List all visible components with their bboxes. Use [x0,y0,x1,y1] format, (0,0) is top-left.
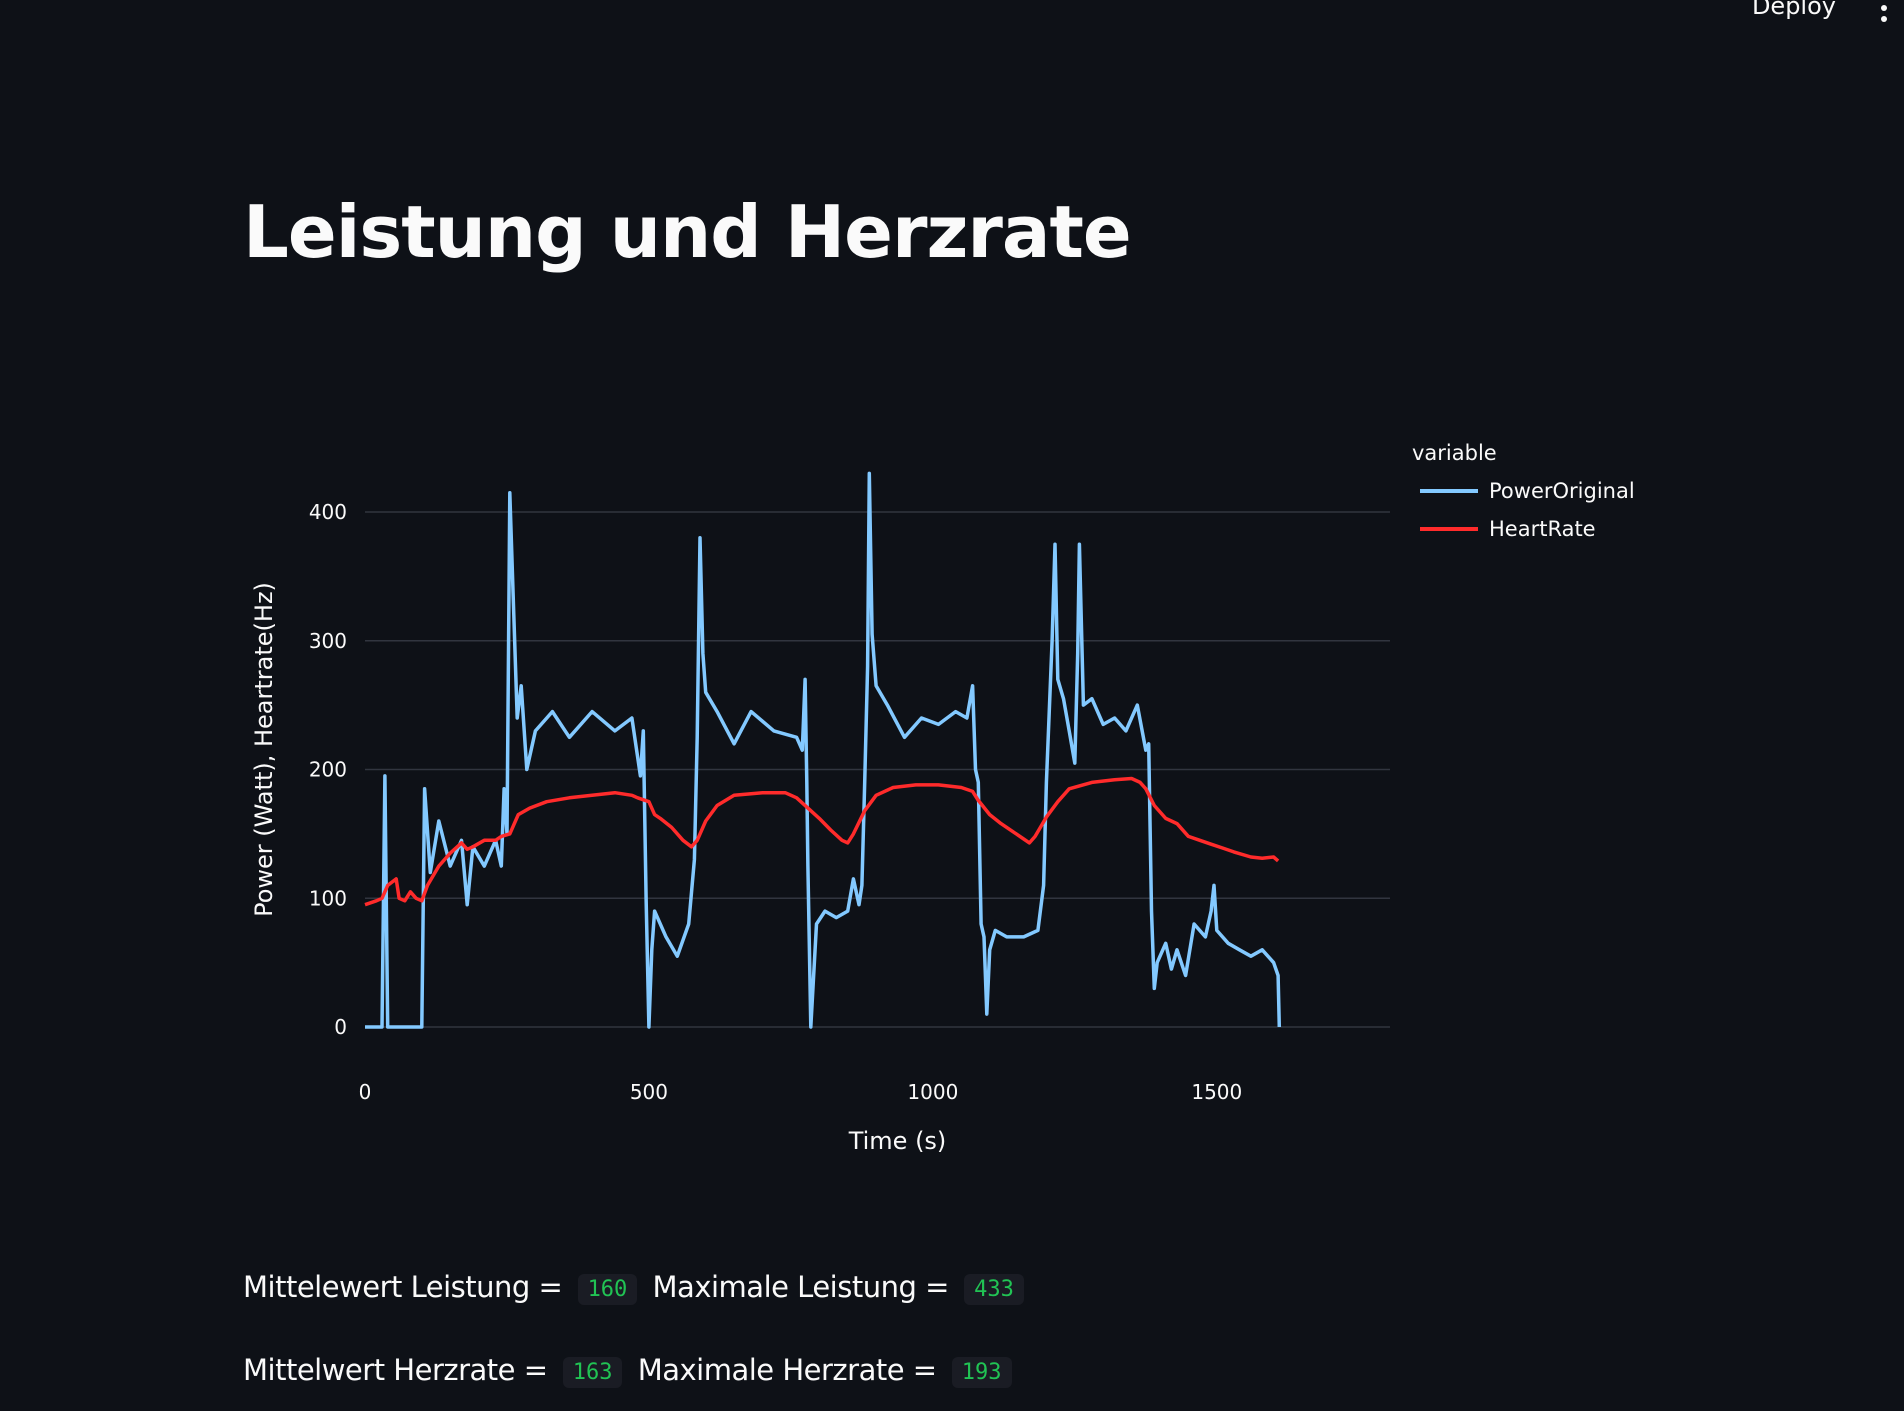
legend-item-poweroriginal: PowerOriginal [1489,479,1635,503]
power-mean-label: Mittelewert Leistung = [243,1270,563,1304]
hr-max-label: Maximale Herzrate = [637,1353,937,1387]
hr-mean-value: 163 [562,1356,623,1388]
legend-item-heartrate: HeartRate [1489,517,1596,541]
power-max-label: Maximale Leistung = [652,1270,950,1304]
hr-max-value: 193 [951,1356,1012,1388]
x-tick-label: 0 [359,1080,372,1104]
heartrate-stats-line: Mittelwert Herzrate = 163 Maximale Herzr… [243,1353,1018,1388]
y-tick-label: 0 [334,1015,347,1039]
power-stats-line: Mittelewert Leistung = 160 Maximale Leis… [243,1270,1030,1305]
hr-mean-label: Mittelwert Herzrate = [243,1353,548,1387]
legend-title: variable [1412,441,1497,465]
x-tick-label: 500 [630,1080,668,1104]
power-max-value: 433 [964,1273,1024,1305]
x-tick-label: 1000 [907,1080,958,1104]
series-line-poweroriginal [365,471,1282,1029]
x-axis-label: Time (s) [848,1127,947,1155]
deploy-button[interactable]: Deploy [1744,0,1844,24]
y-tick-label: 300 [309,629,347,653]
series-line-heartrate [364,776,1280,907]
y-axis-label: Power (Watt), Heartrate(Hz) [250,582,278,917]
y-tick-label: 100 [309,886,347,910]
page-title: Leistung und Herzrate [243,190,1132,274]
x-tick-label: 1500 [1191,1080,1242,1104]
vertical-ellipsis-icon[interactable] [1876,0,1892,22]
y-tick-label: 200 [309,758,347,782]
top-toolbar: Deploy [0,0,1904,30]
y-tick-label: 400 [309,500,347,524]
power-heartrate-chart: 0 100 200 300 400 0 500 1000 1500 Time (s) Power (… [250,441,1635,1155]
power-mean-value: 160 [577,1273,638,1305]
